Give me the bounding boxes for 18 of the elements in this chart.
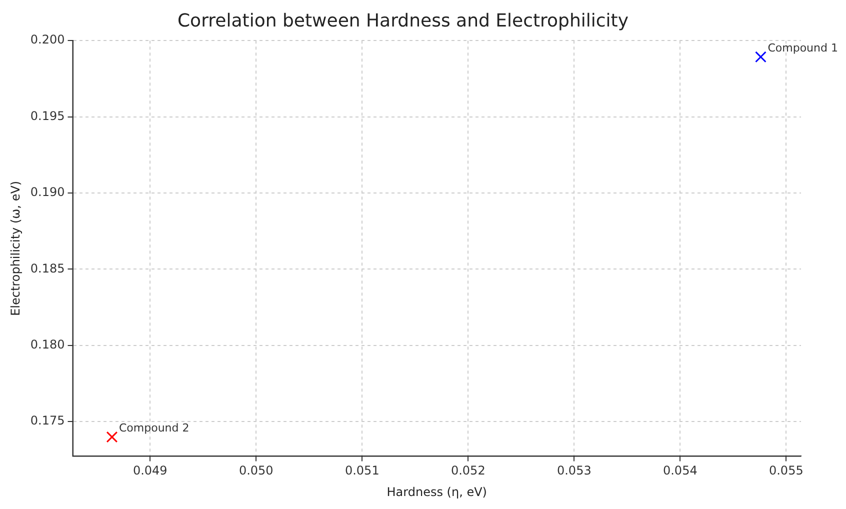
y-tick-label: 0.200	[30, 32, 65, 47]
x-tick-label: 0.049	[132, 464, 168, 478]
x-tick-label: 0.055	[768, 464, 804, 478]
y-tick-label: 0.190	[30, 185, 65, 200]
x-tick-label: 0.054	[662, 464, 698, 478]
series-label: Compound 2	[118, 421, 190, 434]
y-tick-label: 0.185	[30, 261, 65, 276]
x-tick-label: 0.050	[238, 464, 274, 478]
series-label: Compound 1	[768, 41, 838, 54]
y-tick-label: 0.175	[30, 414, 65, 428]
y-axis-title: Electrophilicity (ω, eV)	[8, 180, 22, 316]
x-tick-label: 0.053	[556, 464, 592, 478]
x-tick-label: 0.051	[344, 464, 380, 478]
y-tick-label: 0.195	[30, 108, 65, 123]
chart-title: Correlation between Hardness and Electrophilicity	[177, 10, 629, 32]
x-axis-title: Hardness (η, eV)	[386, 484, 487, 499]
x-tick-label: 0.052	[450, 464, 486, 478]
y-tick-label: 0.180	[30, 338, 65, 352]
